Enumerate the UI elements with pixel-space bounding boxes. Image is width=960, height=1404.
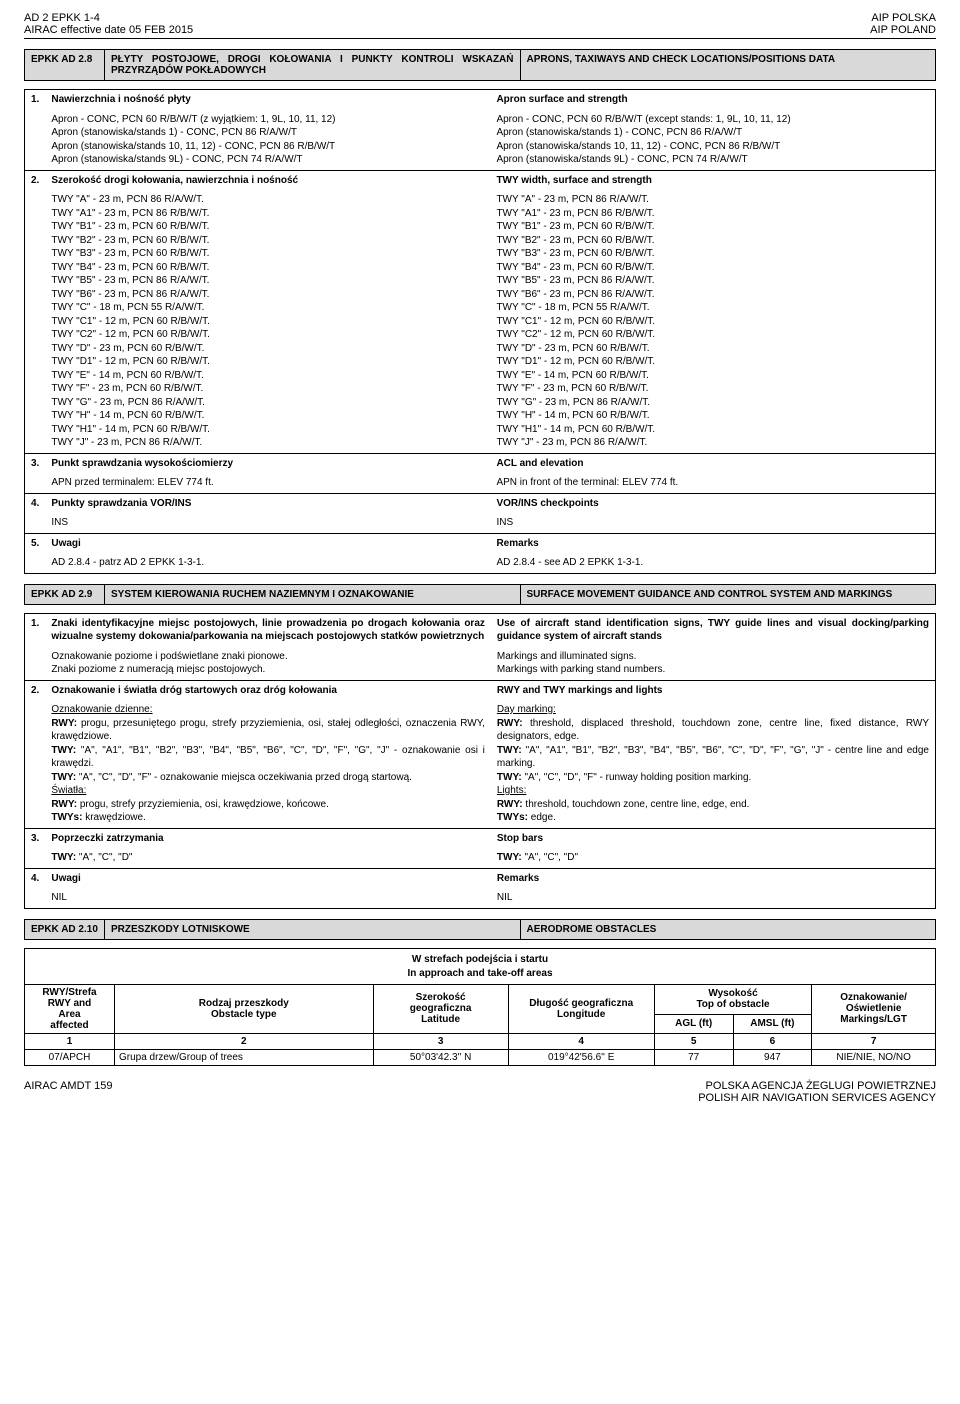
- hdr-amsl: AMSL (ft): [733, 1015, 812, 1033]
- section-210-title-pl: PRZESZKODY LOTNISKOWE: [105, 920, 521, 939]
- section-28-title-en: APRONS, TAXIWAYS AND CHECK LOCATIONS/POS…: [521, 50, 936, 80]
- hdr-lon-pl: Długość geograficzna: [529, 998, 633, 1009]
- obstacles-caption-pl: W strefach podejścia i startu: [29, 951, 931, 968]
- hdr-area: Area: [58, 1009, 80, 1020]
- section-28-title-pl: PŁYTY POSTOJOWE, DROGI KOŁOWANIA I PUNKT…: [105, 50, 521, 80]
- obstacles-caption-en: In approach and take-off areas: [29, 968, 931, 982]
- header-date: AIRAC effective date 05 FEB 2015: [24, 24, 193, 36]
- hdr-obstacle-pl: Rodzaj przeszkody: [199, 998, 289, 1009]
- section-29-title-pl: SYSTEM KIEROWANIA RUCHEM NAZIEMNYM I OZN…: [105, 585, 521, 604]
- obs-c1: 07/APCH: [25, 1049, 115, 1065]
- hdr-mark-pl1: Oznakowanie/: [840, 992, 907, 1003]
- hdr-rwy-and: RWY and: [48, 998, 92, 1009]
- obs-c2: Grupa drzew/Group of trees: [114, 1049, 373, 1065]
- hdr-affected: affected: [50, 1020, 88, 1031]
- section-210-title-en: AERODROME OBSTACLES: [521, 920, 936, 939]
- page-footer: AIRAC AMDT 159 POLSKA AGENCJA ŻEGLUGI PO…: [24, 1080, 936, 1104]
- obs-c4: 019°42'56.6'' E: [508, 1049, 654, 1065]
- hdr-agl: AGL (ft): [654, 1015, 733, 1033]
- obs-c7: NIE/NIE, NO/NO: [812, 1049, 936, 1065]
- header-aip-en: AIP POLAND: [870, 24, 936, 36]
- hdr-height-pl: Wysokość: [708, 988, 757, 999]
- hdr-lat-pl1: Szerokość: [416, 992, 466, 1003]
- section-29-table: 1.Znaki identyfikacyjne miejsc postojowy…: [24, 613, 936, 909]
- hdr-lat-en: Latitude: [421, 1014, 460, 1025]
- hdr-height-en: Top of obstacle: [696, 999, 769, 1010]
- section-29-header: EPKK AD 2.9 SYSTEM KIEROWANIA RUCHEM NAZ…: [24, 584, 936, 605]
- hdr-lon-en: Longitude: [557, 1009, 605, 1020]
- section-28-table: 1.Nawierzchnia i nośność płytyApron surf…: [24, 89, 936, 574]
- footer-left: AIRAC AMDT 159: [24, 1080, 112, 1104]
- obs-c3: 50°03'42.3'' N: [373, 1049, 508, 1065]
- obstacles-num-row: 1234567: [25, 1033, 936, 1049]
- header-aip-pl: AIP POLSKA: [870, 12, 936, 24]
- header-code: AD 2 EPKK 1-4: [24, 12, 193, 24]
- section-210-code: EPKK AD 2.10: [25, 920, 105, 939]
- hdr-rwy-strefa: RWY/Strefa: [42, 987, 96, 998]
- hdr-obstacle-en: Obstacle type: [211, 1009, 277, 1020]
- obstacles-data-row: 07/APCH Grupa drzew/Group of trees 50°03…: [25, 1049, 936, 1065]
- section-210-header: EPKK AD 2.10 PRZESZKODY LOTNISKOWE AEROD…: [24, 919, 936, 940]
- footer-right-pl: POLSKA AGENCJA ŻEGLUGI POWIETRZNEJ: [706, 1080, 936, 1092]
- section-28-header: EPKK AD 2.8 PŁYTY POSTOJOWE, DROGI KOŁOW…: [24, 49, 936, 81]
- obstacles-table: W strefach podejścia i startu In approac…: [24, 948, 936, 1066]
- obs-c5: 77: [654, 1049, 733, 1065]
- hdr-mark-pl2: Oświetlenie: [846, 1003, 902, 1014]
- section-29-code: EPKK AD 2.9: [25, 585, 105, 604]
- section-29-title-en: SURFACE MOVEMENT GUIDANCE AND CONTROL SY…: [521, 585, 936, 604]
- hdr-mark-en: Markings/LGT: [840, 1014, 907, 1025]
- hdr-lat-pl2: geograficzna: [410, 1003, 472, 1014]
- page-header: AD 2 EPKK 1-4 AIRAC effective date 05 FE…: [24, 12, 936, 36]
- header-rule: [24, 38, 936, 39]
- section-28-code: EPKK AD 2.8: [25, 50, 105, 80]
- obs-c6: 947: [733, 1049, 812, 1065]
- footer-right-en: POLISH AIR NAVIGATION SERVICES AGENCY: [698, 1092, 936, 1104]
